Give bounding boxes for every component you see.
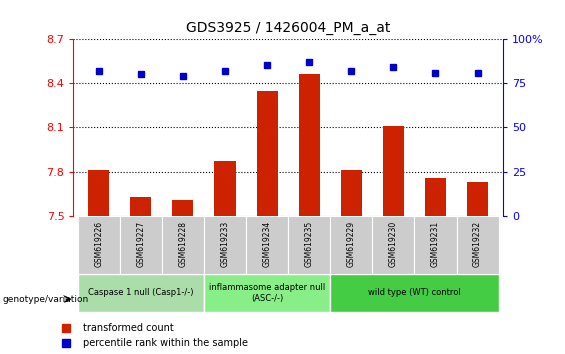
- Bar: [246, 216, 288, 274]
- Text: GSM619232: GSM619232: [473, 221, 482, 267]
- Bar: [172, 200, 193, 216]
- Text: GSM619234: GSM619234: [263, 221, 272, 267]
- Text: inflammasome adapter null
(ASC-/-): inflammasome adapter null (ASC-/-): [209, 283, 325, 303]
- Bar: [331, 216, 372, 274]
- Bar: [457, 216, 499, 274]
- Bar: [467, 182, 488, 216]
- Text: GSM619235: GSM619235: [305, 221, 314, 267]
- Bar: [204, 274, 331, 312]
- Text: GSM619230: GSM619230: [389, 221, 398, 267]
- Bar: [299, 74, 320, 216]
- Bar: [288, 216, 331, 274]
- Text: wild type (WT) control: wild type (WT) control: [368, 289, 461, 297]
- Bar: [372, 216, 415, 274]
- Text: Caspase 1 null (Casp1-/-): Caspase 1 null (Casp1-/-): [88, 289, 194, 297]
- Bar: [120, 216, 162, 274]
- Bar: [341, 170, 362, 216]
- Text: GSM619228: GSM619228: [179, 221, 188, 267]
- Text: transformed count: transformed count: [83, 322, 173, 332]
- Text: GSM619231: GSM619231: [431, 221, 440, 267]
- Bar: [425, 178, 446, 216]
- Bar: [131, 197, 151, 216]
- Bar: [77, 274, 204, 312]
- Text: GSM619233: GSM619233: [220, 221, 229, 267]
- Text: GSM619227: GSM619227: [136, 221, 145, 267]
- Bar: [204, 216, 246, 274]
- Bar: [215, 161, 236, 216]
- Bar: [415, 216, 457, 274]
- Text: GSM619226: GSM619226: [94, 221, 103, 267]
- Bar: [88, 170, 109, 216]
- Text: genotype/variation: genotype/variation: [3, 295, 89, 304]
- Bar: [162, 216, 204, 274]
- Bar: [77, 216, 120, 274]
- Bar: [383, 126, 404, 216]
- Bar: [257, 91, 277, 216]
- Text: percentile rank within the sample: percentile rank within the sample: [83, 338, 248, 348]
- Text: GSM619229: GSM619229: [347, 221, 356, 267]
- Title: GDS3925 / 1426004_PM_a_at: GDS3925 / 1426004_PM_a_at: [186, 21, 390, 35]
- Bar: [331, 274, 499, 312]
